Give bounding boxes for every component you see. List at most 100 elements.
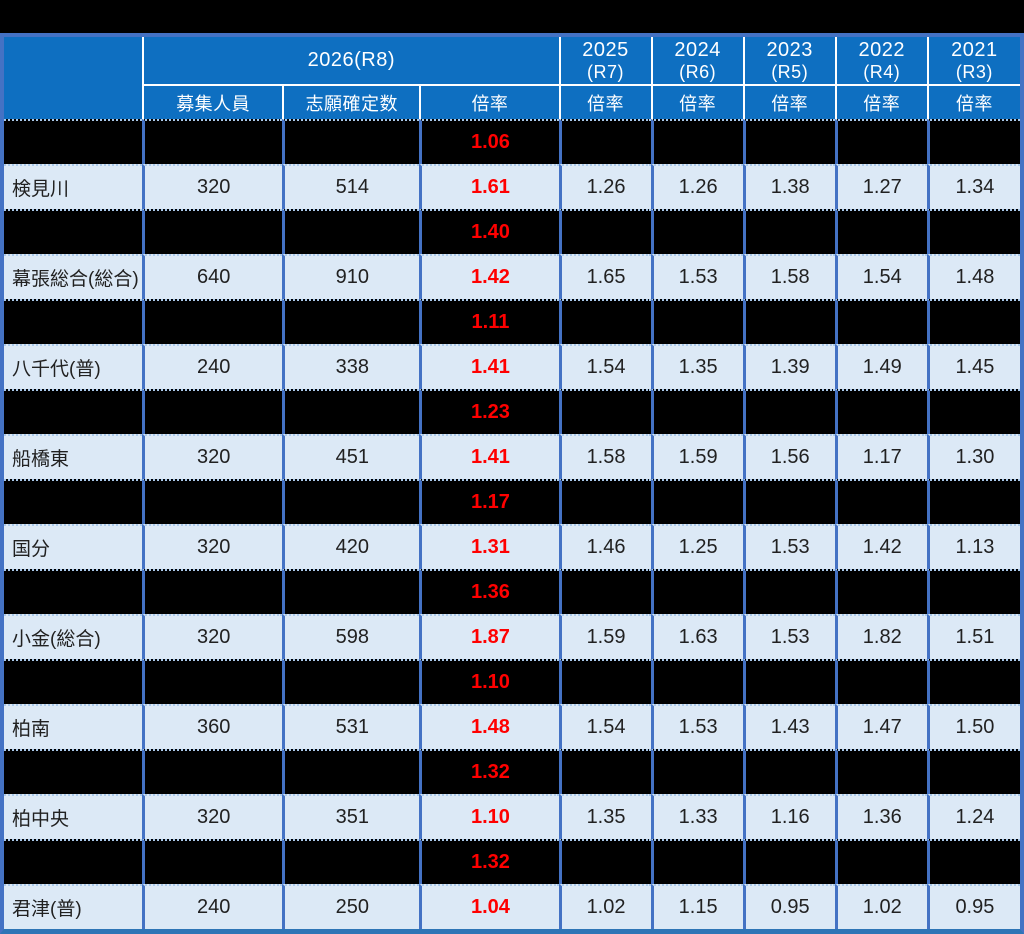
current-ratio-cell: 1.10: [419, 794, 559, 839]
past-ratio-cell: 1.65: [558, 254, 651, 299]
redacted-cell: [282, 299, 420, 344]
past-ratio-cell: 1.24: [926, 794, 1020, 839]
redacted-cell: [142, 119, 283, 164]
ratio-column-header: 倍率: [419, 84, 559, 119]
past-ratio-cell: 1.49: [834, 344, 927, 389]
redacted-cell: [558, 569, 651, 614]
applicants-cell: 351: [282, 794, 420, 839]
capacity-cell: 240: [142, 344, 283, 389]
redacted-cell: [742, 479, 835, 524]
era-label: (R5): [771, 61, 809, 82]
redacted-cell: [4, 389, 143, 434]
redacted-cell: [742, 749, 835, 794]
past-ratio-cell: 1.58: [558, 434, 651, 479]
past-ratio-cell: 1.42: [834, 524, 927, 569]
redacted-cell: [142, 299, 283, 344]
table-row: 幕張総合(総合) 640 910 1.42 1.65 1.53 1.58 1.5…: [4, 254, 1020, 299]
redacted-table-row: 1.06: [4, 119, 1020, 164]
redacted-cell: [834, 209, 927, 254]
table-row: 船橋東 320 451 1.41 1.58 1.59 1.56 1.17 1.3…: [4, 434, 1020, 479]
school-name-cell: 八千代(普): [4, 344, 143, 389]
redacted-cell: [558, 479, 651, 524]
current-ratio-cell: 1.23: [419, 389, 559, 434]
redacted-cell: [558, 749, 651, 794]
current-ratio-cell: 1.41: [419, 434, 559, 479]
table-header: 2026(R8) 2025 (R7) 2024 (R6) 2023 (R5): [4, 37, 1020, 119]
past-ratio-cell: 1.38: [742, 164, 835, 209]
redacted-cell: [650, 659, 743, 704]
redacted-cell: [742, 209, 835, 254]
ratio-2024-column-header: 倍率: [650, 84, 743, 119]
current-ratio-cell: 1.36: [419, 569, 559, 614]
capacity-cell: 320: [142, 794, 283, 839]
table-row: 君津(普) 240 250 1.04 1.02 1.15 0.95 1.02 0…: [4, 884, 1020, 929]
current-ratio-cell: 1.48: [419, 704, 559, 749]
redacted-cell: [834, 749, 927, 794]
past-ratio-cell: 1.50: [926, 704, 1020, 749]
redacted-cell: [742, 839, 835, 884]
redacted-cell: [650, 749, 743, 794]
redacted-cell: [142, 749, 283, 794]
redacted-table-row: 1.36: [4, 569, 1020, 614]
redacted-cell: [650, 839, 743, 884]
past-ratio-cell: 1.45: [926, 344, 1020, 389]
redacted-cell: [558, 209, 651, 254]
era-label: (R3): [955, 61, 993, 82]
era-label: (R6): [679, 61, 717, 82]
past-ratio-cell: 1.51: [926, 614, 1020, 659]
past-ratio-cell: 1.27: [834, 164, 927, 209]
table-row: 柏南 360 531 1.48 1.54 1.53 1.43 1.47 1.50: [4, 704, 1020, 749]
current-ratio-cell: 1.61: [419, 164, 559, 209]
redacted-cell: [282, 389, 420, 434]
redacted-cell: [926, 749, 1020, 794]
school-name-cell: 君津(普): [4, 884, 143, 929]
current-ratio-cell: 1.87: [419, 614, 559, 659]
past-ratio-cell: 1.33: [650, 794, 743, 839]
table-row: 八千代(普) 240 338 1.41 1.54 1.35 1.39 1.49 …: [4, 344, 1020, 389]
past-ratio-cell: 1.53: [650, 704, 743, 749]
redacted-cell: [282, 569, 420, 614]
past-ratio-cell: 1.59: [558, 614, 651, 659]
redacted-cell: [834, 119, 927, 164]
redacted-cell: [4, 479, 143, 524]
year-label: 2021: [951, 39, 998, 62]
redacted-cell: [834, 479, 927, 524]
redacted-table-row: 1.32: [4, 839, 1020, 884]
table-row: 国分 320 420 1.31 1.46 1.25 1.53 1.42 1.13: [4, 524, 1020, 569]
past-ratio-cell: 1.54: [558, 704, 651, 749]
redacted-cell: [282, 839, 420, 884]
past-ratio-cell: 1.48: [926, 254, 1020, 299]
redacted-cell: [926, 389, 1020, 434]
redacted-cell: [142, 839, 283, 884]
table-frame: 2026(R8) 2025 (R7) 2024 (R6) 2023 (R5): [0, 33, 1024, 934]
past-ratio-cell: 1.54: [558, 344, 651, 389]
applicants-column-header: 志願確定数: [282, 84, 420, 119]
past-ratio-cell: 1.35: [650, 344, 743, 389]
redacted-cell: [282, 209, 420, 254]
year-2024-header: 2024 (R6): [650, 37, 743, 84]
past-ratio-cell: 1.47: [834, 704, 927, 749]
redacted-cell: [650, 209, 743, 254]
current-ratio-cell: 1.41: [419, 344, 559, 389]
school-name-cell: 柏中央: [4, 794, 143, 839]
past-ratio-cell: 1.15: [650, 884, 743, 929]
redacted-cell: [4, 839, 143, 884]
redacted-cell: [834, 839, 927, 884]
table-body: 1.06 検見川 320 514 1.61 1.26 1.26 1.38 1.2…: [4, 119, 1020, 929]
year-2026-group-header: 2026(R8): [142, 37, 559, 84]
school-name-cell: 船橋東: [4, 434, 143, 479]
school-name-cell: 国分: [4, 524, 143, 569]
redacted-cell: [926, 569, 1020, 614]
capacity-cell: 640: [142, 254, 283, 299]
past-ratio-cell: 1.82: [834, 614, 927, 659]
applicants-cell: 514: [282, 164, 420, 209]
redacted-cell: [4, 659, 143, 704]
redacted-cell: [558, 659, 651, 704]
year-label: 2023: [766, 39, 813, 62]
redacted-cell: [282, 119, 420, 164]
past-ratio-cell: 1.26: [650, 164, 743, 209]
capacity-cell: 320: [142, 614, 283, 659]
capacity-cell: 320: [142, 434, 283, 479]
year-label: 2022: [858, 39, 906, 62]
